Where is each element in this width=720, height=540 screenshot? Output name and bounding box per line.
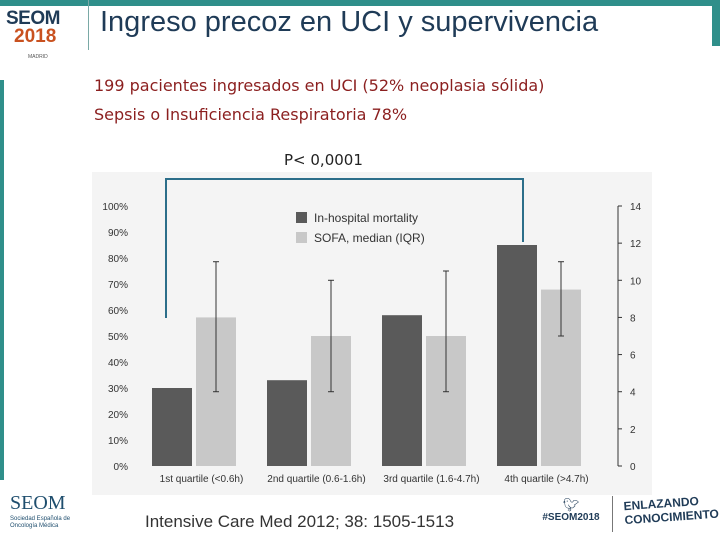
p-value-annotation: P< 0,0001 (284, 151, 363, 169)
y-left-tick-label: 70% (108, 280, 128, 291)
right-accent-bar (712, 0, 720, 46)
mortality-bar (152, 388, 192, 466)
chart-bars: 1st quartile (<0.6h) 2nd quartile (0.6-1.… (152, 245, 589, 485)
legend-label: SOFA, median (IQR) (314, 231, 425, 245)
category-label: 3rd quartile (1.6-4.7h) (383, 474, 479, 485)
slide-title: Ingreso precoz en UCI y supervivencia (100, 6, 599, 38)
citation: Intensive Care Med 2012; 38: 1505-1513 (145, 512, 455, 531)
category-label: 1st quartile (<0.6h) (160, 474, 244, 485)
y-left-tick-label: 50% (108, 332, 128, 343)
y-left-tick-label: 0% (114, 462, 129, 473)
logo-city-text: MADRID (28, 54, 48, 60)
logo-seom-text: SEOM (6, 8, 60, 29)
tagline: ENLAZANDO CONOCIMIENTO (623, 493, 719, 527)
y-left-tick-label: 90% (108, 228, 128, 239)
y-right-tick-label: 4 (630, 388, 636, 399)
seom-logo-word: SEOM (10, 492, 66, 514)
mortality-bar (382, 315, 422, 466)
subtitle-line-1: 199 pacientes ingresados en UCI (52% neo… (94, 76, 545, 95)
chart-svg: P< 0,0001 0% 10% 20% 30% 40% 50% 60% 70% 80% 90% 1… (92, 151, 652, 495)
legend-swatch (296, 232, 307, 243)
category-label: 4th quartile (>4.7h) (504, 474, 588, 485)
hashtag-block: 🐦︎ #SEOM2018 (538, 498, 604, 534)
footer-divider (612, 496, 613, 532)
bar-chart: P< 0,0001 0% 10% 20% 30% 40% 50% 60% 70% 80% 90% 1… (92, 150, 652, 495)
legend-swatch (296, 212, 307, 223)
left-accent-bar (0, 80, 4, 480)
twitter-bird-icon: 🐦︎ (562, 497, 580, 512)
mortality-bar (267, 380, 307, 466)
y-left-tick-label: 30% (108, 384, 128, 395)
seom2018-logo: SEOM 2018 MADRID (6, 8, 80, 70)
y-right-tick-label: 10 (630, 276, 642, 287)
category-label: 2nd quartile (0.6-1.6h) (267, 474, 365, 485)
y-right-tick-label: 6 (630, 351, 636, 362)
y-left-tick-label: 80% (108, 254, 128, 265)
subtitle-line-2: Sepsis o Insuficiencia Respiratoria 78% (94, 105, 408, 124)
y-left-tick-label: 10% (108, 436, 128, 447)
chart-legend: In-hospital mortality SOFA, median (IQR) (296, 211, 425, 245)
y-right-tick-label: 8 (630, 313, 636, 324)
header-divider (88, 0, 89, 50)
seom-logo-subtitle: Sociedad Española de Oncología Médica (10, 516, 71, 529)
y-right-tick-label: 14 (630, 202, 642, 213)
y-left-tick-label: 100% (102, 202, 128, 213)
y-left-tick-label: 40% (108, 358, 128, 369)
mortality-bar (497, 245, 537, 466)
significance-bracket (165, 178, 524, 318)
chart-axes: 0% 10% 20% 30% 40% 50% 60% 70% 80% 90% 100% 0 2 4 6 8 10… (102, 202, 641, 473)
logo-year-text: 2018 (14, 26, 57, 47)
y-right-tick-label: 12 (630, 239, 642, 250)
top-accent-bar (0, 0, 720, 6)
y-left-tick-label: 60% (108, 306, 128, 317)
legend-label: In-hospital mortality (314, 211, 418, 225)
y-left-tick-label: 20% (108, 410, 128, 421)
y-right-tick-label: 2 (630, 425, 636, 436)
hashtag-text: #SEOM2018 (542, 512, 600, 523)
y-right-tick-label: 0 (630, 462, 636, 473)
seom-society-logo: SEOM Sociedad Española de Oncología Médi… (10, 492, 80, 536)
